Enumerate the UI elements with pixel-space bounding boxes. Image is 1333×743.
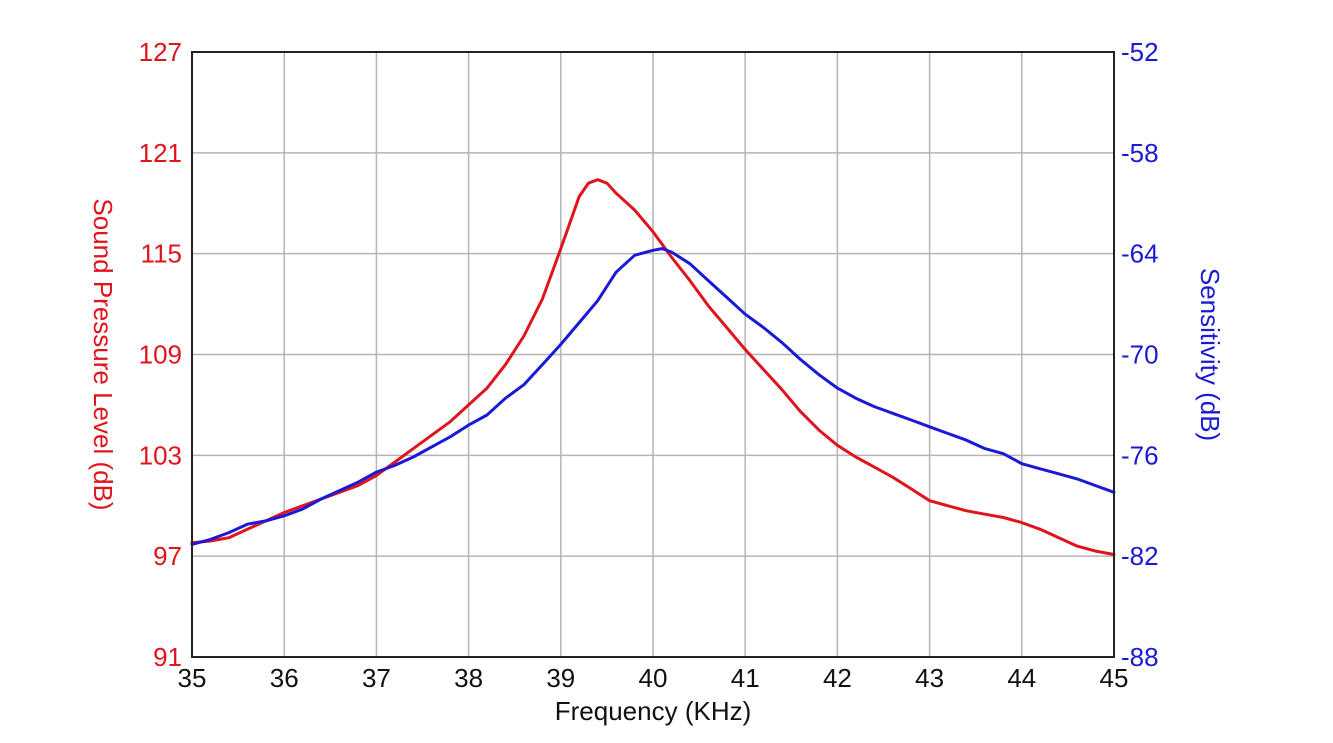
plot-frame <box>191 51 1115 658</box>
x-tick-label: 45 <box>1100 663 1129 693</box>
x-tick-label: 37 <box>362 663 391 693</box>
x-tick-label: 35 <box>178 663 207 693</box>
right-axis-ticks: -88 -82 -76 -70 -64 -58 -52 <box>1121 37 1159 672</box>
series-layer <box>190 178 1116 556</box>
left-axis-label: Sound Pressure Level (dB) <box>88 198 118 510</box>
left-axis-ticks: 91 97 103 109 115 121 127 <box>139 37 182 672</box>
x-tick-label: 42 <box>823 663 852 693</box>
left-tick-label: 109 <box>139 340 182 370</box>
right-tick-label: -88 <box>1121 642 1159 672</box>
right-tick-label: -76 <box>1121 440 1159 470</box>
left-tick-label: 115 <box>141 239 182 269</box>
left-tick-label: 121 <box>139 138 182 168</box>
spl-series-line <box>190 178 1116 556</box>
right-tick-label: -70 <box>1121 340 1159 370</box>
right-tick-label: -82 <box>1121 541 1159 571</box>
x-tick-label: 38 <box>454 663 483 693</box>
x-tick-label: 43 <box>915 663 944 693</box>
right-tick-label: -52 <box>1121 37 1159 67</box>
sensitivity-series-line <box>190 247 1116 546</box>
grid <box>191 51 1115 658</box>
x-tick-label: 36 <box>270 663 299 693</box>
x-axis-label: Frequency (KHz) <box>555 696 752 726</box>
x-axis-ticks: 35 36 37 38 39 40 41 42 43 44 45 <box>178 663 1129 693</box>
left-tick-label: 103 <box>139 440 182 470</box>
right-axis-label: Sensitivity (dB) <box>1195 268 1225 441</box>
x-tick-label: 44 <box>1007 663 1036 693</box>
x-tick-label: 39 <box>546 663 575 693</box>
left-tick-label: 127 <box>139 37 182 67</box>
right-tick-label: -58 <box>1121 138 1159 168</box>
x-tick-label: 41 <box>731 663 760 693</box>
right-tick-label: -64 <box>1121 239 1159 269</box>
left-tick-label: 97 <box>153 541 182 571</box>
x-tick-label: 40 <box>639 663 668 693</box>
left-tick-label: 91 <box>153 642 182 672</box>
